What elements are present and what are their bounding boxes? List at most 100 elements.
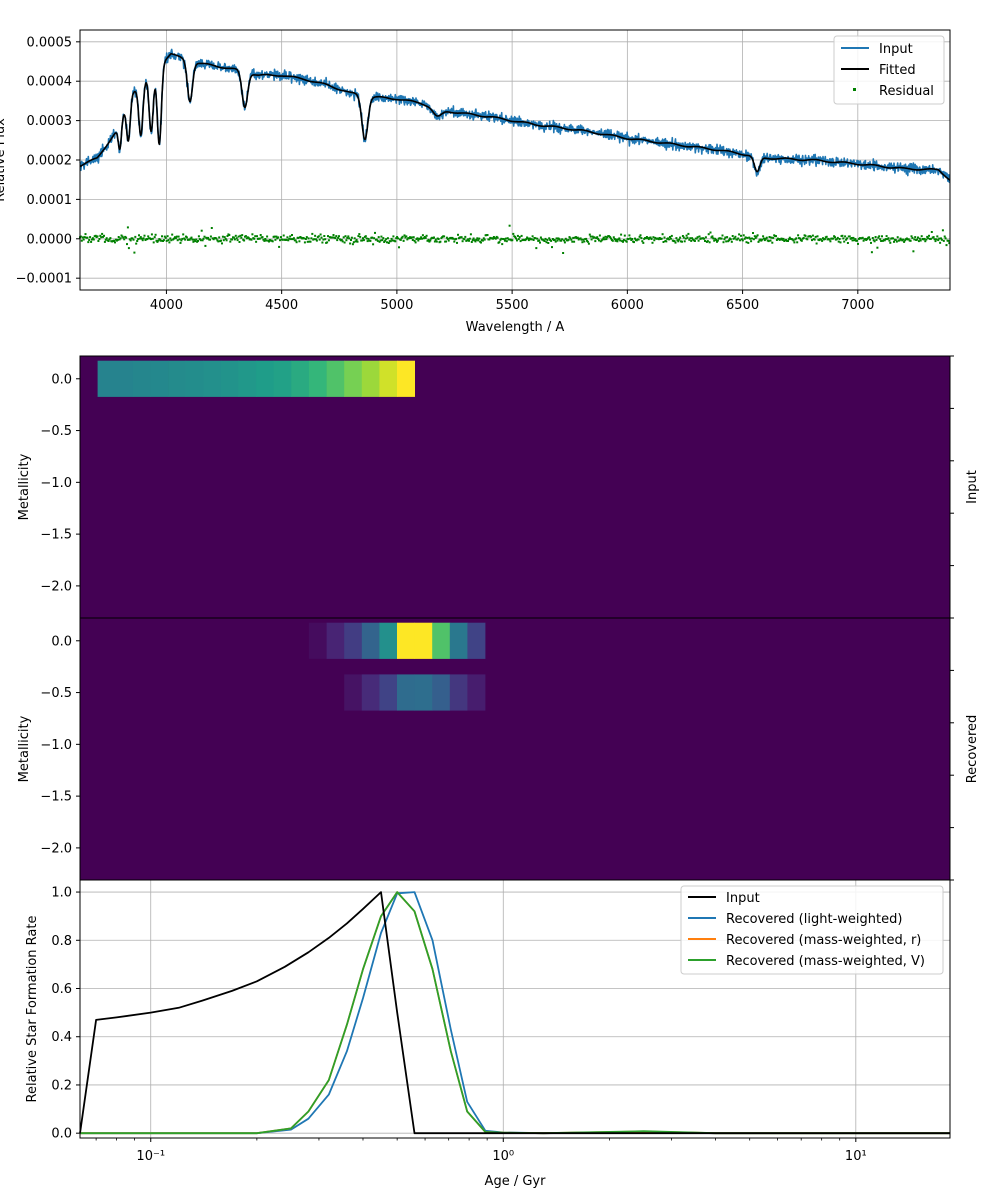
residual-point (516, 234, 519, 237)
residual-point (142, 237, 145, 240)
recovered-grid-ytick-label: −1.0 (40, 738, 72, 753)
residual-point (690, 239, 693, 242)
residual-point (173, 237, 175, 240)
residual-point (160, 239, 163, 242)
residual-point (596, 236, 599, 239)
residual-point (209, 238, 211, 241)
residual-point (334, 237, 337, 240)
residual-point (560, 239, 563, 242)
residual-point (483, 238, 486, 241)
residual-point (306, 240, 309, 243)
residual-point (126, 243, 128, 246)
residual-point (841, 234, 844, 237)
spectrum-legend-box (833, 35, 945, 105)
residual-point (277, 236, 280, 239)
residual-point (79, 235, 82, 238)
residual-point (113, 239, 116, 242)
residual-point (536, 237, 539, 240)
residual-point (477, 239, 480, 242)
residual-point (589, 235, 592, 238)
residual-point (496, 236, 499, 239)
residual-point (585, 237, 588, 240)
residual-point (471, 239, 474, 242)
residual-point (814, 235, 817, 238)
input-grid-cell (273, 360, 292, 397)
residual-point (816, 235, 819, 238)
residual-point (535, 247, 538, 250)
residual-point (362, 237, 364, 240)
residual-point (742, 234, 745, 237)
residual-point (548, 237, 551, 240)
residual-point (716, 239, 719, 242)
recovered-grid-cell (344, 674, 363, 711)
recovered-grid-cell (397, 674, 415, 711)
residual-point (455, 237, 458, 240)
residual-point (518, 236, 521, 239)
residual-point (884, 238, 887, 241)
residual-point (539, 236, 542, 239)
residual-point (327, 239, 330, 242)
residual-point (309, 240, 312, 243)
residual-point (228, 234, 231, 236)
sfh-ticks: 10⁻¹ 10⁰ 10¹ 0.0 0.2 0.4 0.6 0.8 1.0 (51, 886, 866, 1164)
residual-point (244, 235, 247, 238)
residual-point (898, 239, 901, 242)
residual-point (461, 240, 464, 243)
residual-point (264, 238, 267, 240)
residual-point (657, 238, 660, 241)
residual-point (747, 241, 750, 244)
residual-point (713, 239, 716, 242)
residual-point (598, 234, 601, 237)
sfh-legend-mass-r-label: Recovered (mass-weighted, r) (726, 933, 921, 948)
residual-point (871, 237, 874, 239)
residual-point (870, 251, 873, 254)
residual-point (236, 239, 239, 242)
residual-point (351, 243, 354, 246)
residual-point (811, 239, 813, 242)
residual-point (681, 240, 683, 243)
residual-point (674, 241, 677, 244)
residual-point (708, 241, 711, 244)
input-grid-cell (397, 360, 415, 397)
residual-point (527, 239, 530, 242)
residual-point (912, 250, 915, 253)
residual-point (234, 234, 237, 237)
residual-point (787, 238, 790, 241)
residual-point (712, 237, 715, 240)
residual-point (103, 240, 106, 243)
residual-point (743, 237, 746, 240)
residual-point (304, 238, 307, 240)
residual-point (704, 240, 706, 242)
residual-point (119, 237, 122, 240)
recovered-grid-cell (467, 622, 486, 659)
residual-point (343, 241, 346, 244)
residual-point (669, 236, 671, 238)
residual-point (917, 236, 919, 239)
residual-point (688, 238, 691, 241)
residual-point (639, 234, 642, 237)
residual-point (752, 238, 755, 241)
residual-point (303, 241, 306, 244)
residual-point (569, 237, 572, 240)
residual-point (292, 237, 295, 240)
residual-point (889, 241, 892, 244)
residual-point (843, 240, 846, 243)
input-grid-side-label: Input (965, 470, 980, 504)
residual-point (394, 240, 397, 243)
residual-point (877, 236, 880, 239)
residual-point (806, 238, 809, 241)
legend-residual-swatch (853, 88, 856, 91)
residual-point (261, 236, 264, 239)
residual-point (387, 242, 390, 244)
residual-point (532, 239, 535, 241)
residual-point (342, 236, 345, 239)
residual-point (126, 226, 129, 229)
residual-point (355, 238, 358, 241)
residual-point (904, 239, 907, 242)
residual-point (403, 234, 406, 237)
residual-point (289, 235, 292, 238)
input-grid-background (80, 356, 950, 618)
residual-point (184, 238, 187, 241)
residual-point (829, 240, 832, 243)
residual-point (146, 238, 149, 241)
